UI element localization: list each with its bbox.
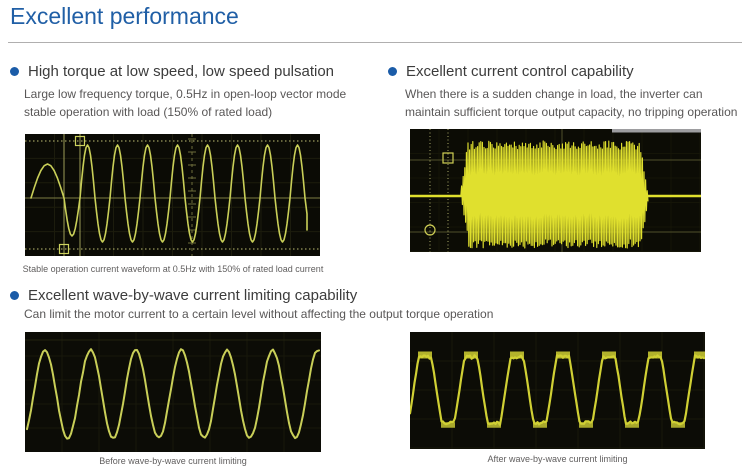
feature-current-control-heading: Excellent current control capability	[406, 63, 634, 80]
feature-high-torque-heading: High torque at low speed, low speed puls…	[28, 63, 335, 80]
bullet-icon	[10, 291, 19, 300]
desc-line: Can limit the motor current to a certain…	[24, 307, 494, 321]
page-title: Excellent performance	[10, 3, 239, 29]
feature-wave-limit-heading: Excellent wave-by-wave current limiting …	[28, 287, 358, 304]
caption-before-limiting: Before wave-by-wave current limiting	[99, 456, 247, 466]
feature-wave-limit: Excellent wave-by-wave current limiting …	[10, 287, 357, 304]
desc-line: Large low frequency torque, 0.5Hz in ope…	[24, 87, 347, 101]
title-divider	[8, 42, 742, 43]
oscilloscope-before-limiting	[25, 332, 321, 452]
feature-current-control-desc: When there is a sudden change in load, t…	[405, 85, 737, 121]
desc-line: stable operation with load (150% of rate…	[24, 105, 273, 119]
feature-high-torque: High torque at low speed, low speed puls…	[10, 63, 334, 80]
feature-high-torque-desc: Large low frequency torque, 0.5Hz in ope…	[24, 85, 346, 121]
desc-line: When there is a sudden change in load, t…	[405, 87, 703, 101]
oscilloscope-after-limiting	[410, 332, 705, 449]
caption-low-speed: Stable operation current waveform at 0.5…	[22, 264, 324, 274]
oscilloscope-sudden-load-waveform	[410, 129, 701, 252]
feature-current-control: Excellent current control capability	[388, 63, 634, 80]
bullet-icon	[10, 67, 19, 76]
feature-wave-limit-desc: Can limit the motor current to a certain…	[24, 305, 493, 323]
oscilloscope-low-speed-waveform	[25, 134, 320, 256]
bullet-icon	[388, 67, 397, 76]
caption-after-limiting: After wave-by-wave current limiting	[487, 454, 628, 464]
desc-line: maintain sufficient torque output capaci…	[405, 105, 738, 119]
